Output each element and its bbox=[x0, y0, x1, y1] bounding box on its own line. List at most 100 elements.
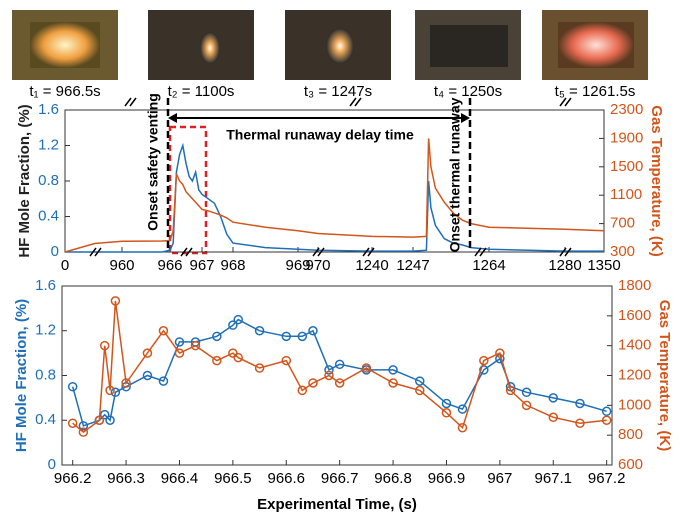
y-tick-label: 0.8 bbox=[35, 366, 56, 383]
y2-tick-label: 2300 bbox=[610, 101, 643, 118]
marker bbox=[99, 340, 110, 351]
marker bbox=[158, 376, 169, 386]
axis-break bbox=[559, 97, 572, 107]
photo bbox=[430, 25, 508, 67]
marker bbox=[324, 365, 334, 375]
marker bbox=[158, 326, 169, 336]
axis-break bbox=[474, 247, 487, 257]
marker bbox=[142, 348, 153, 358]
y2-tick-label: 1200 bbox=[618, 366, 651, 383]
photo bbox=[200, 32, 220, 64]
photo-label: t₅ = 1261.5s bbox=[555, 83, 636, 100]
marker bbox=[479, 365, 489, 375]
x-tick-label: 960 bbox=[109, 257, 134, 274]
y2-tick-label: 1600 bbox=[618, 307, 651, 324]
x-tick-label: 966.3 bbox=[107, 470, 145, 487]
x-tick-label: 968 bbox=[220, 257, 245, 274]
x-tick-label: 967 bbox=[487, 470, 512, 487]
x-tick-label: 966.8 bbox=[374, 470, 412, 487]
marker bbox=[415, 376, 425, 386]
y-axis-title: HF Mole Fraction, (%) bbox=[16, 104, 33, 257]
marker bbox=[110, 296, 121, 306]
photo-label: t₂ = 1100s bbox=[168, 83, 235, 100]
marker bbox=[601, 415, 612, 425]
annotation: Thermal runaway delay time bbox=[226, 127, 414, 143]
x-tick-label: 966.6 bbox=[267, 470, 305, 487]
marker bbox=[212, 331, 222, 342]
marker bbox=[78, 421, 89, 431]
y2-tick-label: 700 bbox=[610, 215, 635, 232]
marker bbox=[105, 415, 115, 425]
y-axis-title: HF Mole Fraction, (%) bbox=[13, 299, 30, 452]
y2-axis-title: Gas Temperature, (K) bbox=[656, 300, 673, 451]
marker bbox=[94, 415, 105, 425]
y2-tick-label: 600 bbox=[618, 456, 643, 473]
marker bbox=[324, 370, 334, 381]
marker bbox=[297, 331, 308, 342]
marker bbox=[457, 422, 468, 433]
series-line bbox=[71, 318, 607, 427]
marker bbox=[174, 337, 185, 347]
photo bbox=[558, 22, 634, 68]
series-line bbox=[72, 300, 607, 434]
y-tick-label: 0.8 bbox=[38, 172, 59, 189]
photos bbox=[12, 10, 648, 80]
x-tick-label: 967.2 bbox=[588, 470, 626, 487]
annotation: Onset safety venting bbox=[145, 93, 161, 231]
y2-axis-title: Gas Temperature, (K) bbox=[648, 105, 665, 256]
x-tick-label: 966.2 bbox=[54, 470, 92, 487]
axis-break bbox=[180, 247, 193, 257]
marker bbox=[281, 331, 292, 342]
marker bbox=[548, 412, 559, 423]
x-tick-label: 970 bbox=[305, 257, 330, 274]
marker bbox=[105, 385, 115, 396]
marker bbox=[521, 387, 532, 398]
y-tick-label: 1.2 bbox=[35, 322, 56, 339]
y2-tick-label: 1800 bbox=[618, 277, 651, 294]
x-tick-label: 966.4 bbox=[161, 470, 199, 487]
marker bbox=[228, 320, 238, 330]
x-axis-title: Experimental Time, (s) bbox=[257, 496, 417, 513]
y2-tick-label: 1100 bbox=[610, 186, 642, 203]
x-tick-label: 1264 bbox=[472, 257, 505, 274]
x-tick-label: 966.7 bbox=[321, 470, 359, 487]
y2-tick-label: 1000 bbox=[618, 396, 651, 413]
x-tick-label: 1280 bbox=[548, 257, 581, 274]
annotation: Onset thermal runaway bbox=[447, 97, 463, 252]
x-tick-label: 1350 bbox=[587, 257, 620, 274]
marker bbox=[441, 398, 452, 409]
marker bbox=[212, 355, 222, 366]
series-line bbox=[64, 138, 605, 253]
marker bbox=[174, 348, 185, 358]
marker bbox=[457, 404, 468, 414]
marker bbox=[67, 381, 78, 392]
marker bbox=[142, 370, 153, 381]
axis-break bbox=[362, 247, 375, 257]
marker bbox=[308, 378, 318, 388]
marker bbox=[548, 393, 559, 403]
marker bbox=[254, 363, 265, 373]
marker bbox=[441, 408, 452, 418]
marker bbox=[601, 406, 612, 417]
marker bbox=[361, 363, 372, 373]
marker bbox=[121, 378, 131, 388]
marker bbox=[575, 398, 585, 409]
axis-break bbox=[349, 97, 362, 107]
x-tick-label: 969 bbox=[285, 257, 310, 274]
x-tick-label: 966 bbox=[157, 257, 182, 274]
marker bbox=[281, 355, 292, 366]
y2-tick-label: 1500 bbox=[610, 158, 643, 175]
axis-break bbox=[312, 247, 325, 257]
y-tick-label: 1.6 bbox=[38, 101, 59, 118]
marker bbox=[254, 326, 265, 336]
x-tick-label: 966.9 bbox=[428, 470, 466, 487]
marker bbox=[521, 400, 532, 411]
x-tick-label: 1247 bbox=[396, 257, 429, 274]
photo bbox=[326, 28, 354, 64]
photo-label: t₄ = 1250s bbox=[434, 83, 502, 100]
y-tick-label: 1.2 bbox=[38, 136, 59, 153]
plot-frame bbox=[61, 285, 613, 466]
marker bbox=[334, 378, 345, 388]
axis-break bbox=[559, 247, 572, 257]
